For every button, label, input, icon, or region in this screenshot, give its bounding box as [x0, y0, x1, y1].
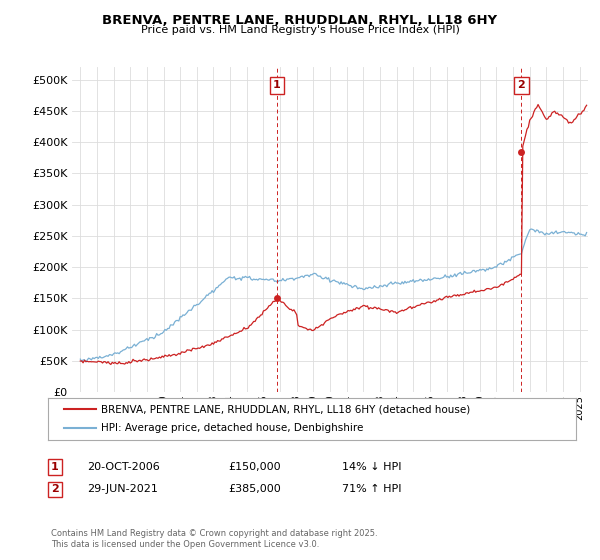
- Text: BRENVA, PENTRE LANE, RHUDDLAN, RHYL, LL18 6HY: BRENVA, PENTRE LANE, RHUDDLAN, RHYL, LL1…: [103, 14, 497, 27]
- Text: 1: 1: [51, 462, 59, 472]
- Text: 2: 2: [518, 80, 525, 90]
- Text: 20-OCT-2006: 20-OCT-2006: [87, 462, 160, 472]
- Text: 14% ↓ HPI: 14% ↓ HPI: [342, 462, 401, 472]
- Text: Price paid vs. HM Land Registry's House Price Index (HPI): Price paid vs. HM Land Registry's House …: [140, 25, 460, 35]
- Text: 2: 2: [51, 484, 59, 494]
- Text: £385,000: £385,000: [228, 484, 281, 494]
- Text: 29-JUN-2021: 29-JUN-2021: [87, 484, 158, 494]
- Text: Contains HM Land Registry data © Crown copyright and database right 2025.
This d: Contains HM Land Registry data © Crown c…: [51, 529, 377, 549]
- Text: 71% ↑ HPI: 71% ↑ HPI: [342, 484, 401, 494]
- Text: BRENVA, PENTRE LANE, RHUDDLAN, RHYL, LL18 6HY (detached house): BRENVA, PENTRE LANE, RHUDDLAN, RHYL, LL1…: [101, 404, 470, 414]
- Text: HPI: Average price, detached house, Denbighshire: HPI: Average price, detached house, Denb…: [101, 423, 363, 433]
- Text: 1: 1: [273, 80, 281, 90]
- Text: £150,000: £150,000: [228, 462, 281, 472]
